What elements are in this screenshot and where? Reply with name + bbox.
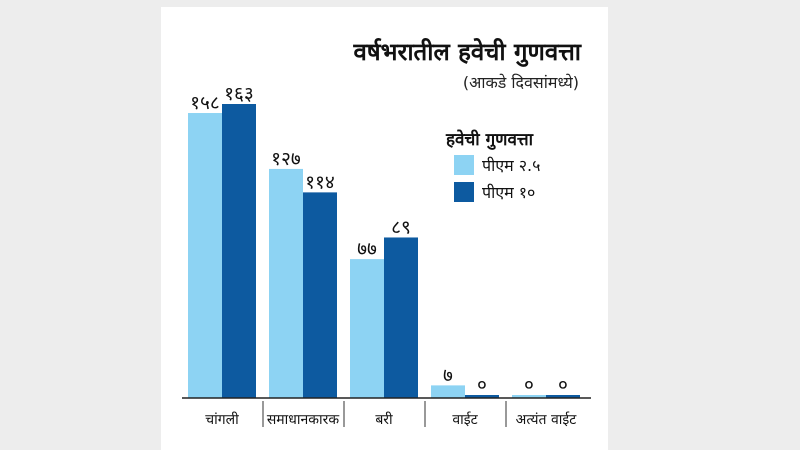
bar-value-label: ११४ xyxy=(305,171,335,193)
x-tick-label: अत्यंत वाईट xyxy=(516,411,578,428)
bar-pm25-1 xyxy=(269,168,303,398)
bar-value-label: ० xyxy=(524,374,534,396)
x-tick-label: बरी xyxy=(375,411,393,428)
legend-swatch-pm25 xyxy=(454,155,474,175)
bar-pm25-0 xyxy=(188,113,222,398)
bar-pm10-3 xyxy=(465,395,499,398)
x-tick-label: समाधानकारक xyxy=(267,412,340,428)
bar-pm25-3 xyxy=(431,385,465,398)
bar-pm10-2 xyxy=(384,237,418,398)
chart-title: वर्षभरातील हवेची गुणवत्ता xyxy=(353,38,581,66)
bar-value-label: ७ xyxy=(443,364,453,386)
legend-label-pm10: पीएम १० xyxy=(482,183,536,202)
legend-swatch-pm10 xyxy=(454,182,474,202)
bar-value-label: ० xyxy=(477,374,487,396)
bar-value-label: ० xyxy=(558,374,568,396)
bar-value-label: १६३ xyxy=(224,83,254,105)
legend-item-pm10: पीएम १० xyxy=(454,181,535,203)
bar-pm10-4 xyxy=(546,395,580,398)
bar-pm25-2 xyxy=(350,259,384,398)
legend-label-pm25: पीएम २.५ xyxy=(482,156,541,175)
bar-value-label: ७७ xyxy=(357,238,377,260)
bar-value-label: १२७ xyxy=(271,148,301,170)
bar-pm10-0 xyxy=(222,104,256,398)
bar-value-label: १५८ xyxy=(190,92,220,114)
legend-title: हवेची गुणवत्ता xyxy=(446,130,534,150)
x-tick-label: वाईट xyxy=(452,411,478,428)
chart-card: वर्षभरातील हवेची गुणवत्ता (आकडे दिवसांमध… xyxy=(161,7,608,450)
bar-pm25-4 xyxy=(512,395,546,398)
bar-value-label: ८९ xyxy=(391,216,411,238)
bar-pm10-1 xyxy=(303,192,337,398)
x-tick-label: चांगली xyxy=(205,411,239,428)
legend-item-pm25: पीएम २.५ xyxy=(454,154,540,176)
chart-subtitle: (आकडे दिवसांमध्ये) xyxy=(462,73,579,92)
